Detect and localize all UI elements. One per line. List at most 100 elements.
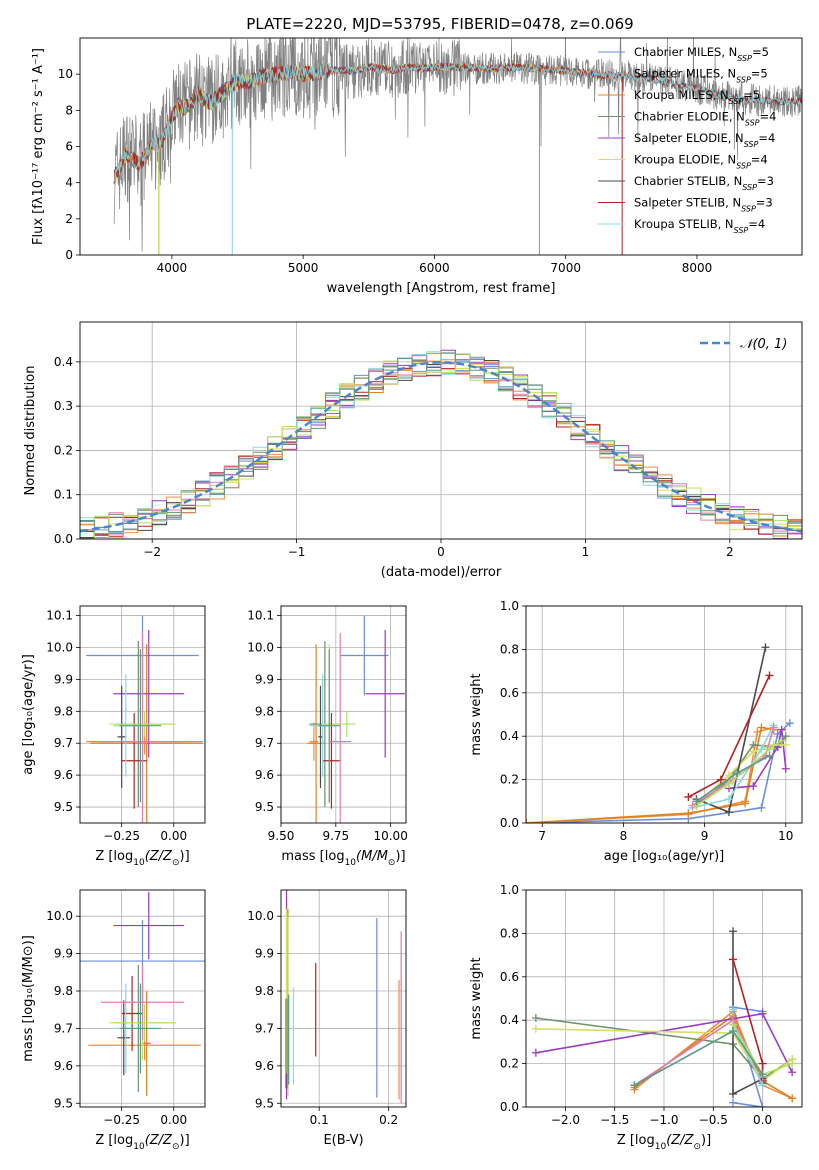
- y-tick-label: 9.8: [54, 704, 73, 718]
- legend-entry: Salpeter MILES, NSSP=5: [634, 67, 768, 85]
- legend-entry: Chabrier MILES, NSSP=5: [634, 45, 769, 63]
- y-tick-label: 0.4: [54, 355, 73, 369]
- weight-marker: [757, 723, 766, 732]
- weight-marker: [729, 1089, 737, 1098]
- weight-marker: [531, 1024, 540, 1033]
- y-tick-label: 0: [65, 248, 73, 262]
- x-tick-label: 5000: [288, 261, 319, 275]
- legend-entry: Chabrier ELODIE, NSSP=4: [634, 110, 776, 128]
- y-tick-label: 9.7: [255, 736, 274, 750]
- y-tick-label: 0.4: [500, 1013, 519, 1027]
- legend-entry: Chabrier STELIB, NSSP=3: [634, 174, 774, 192]
- axes-frame: [525, 889, 803, 1108]
- x-tick-label: 8000: [682, 261, 713, 275]
- axes-frame: [280, 605, 407, 824]
- weight-marker: [733, 769, 742, 778]
- weight-marker: [788, 1059, 797, 1068]
- y-tick-label: 9.8: [255, 984, 274, 998]
- x-tick-label: −0.25: [103, 1113, 140, 1127]
- x-tick-label: 7000: [550, 261, 581, 275]
- weight-marker: [769, 723, 778, 732]
- plot-area: [80, 349, 802, 539]
- y-tick-label: 2: [65, 212, 73, 226]
- y-tick-label: 10.1: [46, 609, 73, 623]
- y-tick-label: 0.2: [54, 443, 73, 457]
- y-tick-label: 9.6: [54, 768, 73, 782]
- weight-marker: [757, 745, 766, 754]
- y-tick-label: 9.5: [255, 1096, 274, 1110]
- x-tick-label: −1.5: [600, 1113, 629, 1127]
- y-tick-label: 0.0: [54, 532, 73, 546]
- legend-entry: Kroupa STELIB, NSSP=4: [634, 217, 765, 235]
- legend-entry: Salpeter ELODIE, NSSP=4: [634, 131, 775, 149]
- y-tick-label: 0.6: [500, 686, 519, 700]
- x-axis-label: E(B-V): [323, 1133, 363, 1148]
- x-tick-label: 9.75: [322, 829, 349, 843]
- x-tick-label: 0.00: [160, 829, 187, 843]
- plot-area: [113, 38, 802, 255]
- y-tick-label: 8: [65, 103, 73, 117]
- y-axis-label: mass [log₁₀(M/M⊙)]: [21, 935, 36, 1062]
- y-tick-label: 9.6: [54, 1059, 73, 1073]
- model-spectrum: [113, 62, 802, 182]
- y-tick-label: 9.8: [54, 984, 73, 998]
- chart-ebv-mass: 0.1 0.2 9.5 9.6 9.7 9.8 9.9 10.0 E(B-V): [247, 889, 407, 1148]
- x-tick-label: 8: [620, 829, 628, 843]
- weight-marker: [758, 1081, 767, 1090]
- normal-curve: [80, 361, 802, 533]
- x-tick-label: 0.0: [753, 1113, 772, 1127]
- chart-residuals: −2 −1 0 1 2 0.0 0.1 0.2 0.3 0.4 (data-model)/error…: [23, 321, 803, 580]
- y-tick-label: 1.0: [500, 883, 519, 897]
- x-tick-label: −0.25: [103, 829, 140, 843]
- chart-z-weight: −2.0 −1.5 −1.0 −0.5 0.0 0.0 0.2 0.4 0.6 0.8 1.0 Z […: [469, 883, 803, 1152]
- y-tick-label: 6: [65, 140, 73, 154]
- y-tick-label: 9.5: [54, 1096, 73, 1110]
- x-axis-label: (data-model)/error: [381, 565, 502, 580]
- y-tick-label: 9.7: [54, 736, 73, 750]
- y-tick-label: 9.9: [54, 947, 73, 961]
- axes-frame: [79, 37, 803, 256]
- weight-marker: [758, 1009, 767, 1018]
- weight-marker: [765, 751, 774, 760]
- weight-marker: [729, 927, 737, 936]
- weight-marker: [692, 797, 701, 806]
- y-tick-label: 0.1: [54, 488, 73, 502]
- y-tick-label: 9.6: [255, 768, 274, 782]
- legend-entry: Salpeter STELIB, NSSP=3: [634, 196, 773, 214]
- x-tick-label: 2: [726, 545, 734, 559]
- weight-marker: [757, 803, 766, 812]
- weight-marker: [724, 808, 733, 817]
- legend-entry: Kroupa ELODIE, NSSP=4: [634, 153, 768, 171]
- weight-marker: [729, 1005, 737, 1014]
- weight-marker: [716, 775, 725, 784]
- x-tick-label: −1: [288, 545, 306, 559]
- x-tick-label: 0.00: [160, 1113, 187, 1127]
- y-tick-label: 4: [65, 176, 73, 190]
- weight-marker: [758, 1059, 767, 1068]
- x-tick-label: 1: [582, 545, 590, 559]
- y-tick-label: 1.0: [500, 599, 519, 613]
- x-axis-label: mass [log10(M/M⊙)]: [281, 849, 405, 868]
- y-axis-label: mass weight: [469, 957, 484, 1039]
- weight-marker: [729, 1098, 737, 1107]
- legend-entry: Kroupa MILES, NSSP=5: [634, 88, 760, 106]
- weight-line: [535, 1028, 793, 1083]
- model-spectrum: [113, 62, 802, 179]
- x-tick-label: 0.2: [379, 1113, 398, 1127]
- weight-marker: [777, 736, 786, 745]
- weight-marker: [777, 725, 786, 734]
- weight-marker: [724, 779, 733, 788]
- legend: Chabrier MILES, NSSP=5 Salpeter MILES, NS…: [598, 45, 776, 235]
- weight-marker: [758, 1070, 767, 1079]
- y-tick-label: 9.5: [255, 800, 274, 814]
- weight-line: [691, 727, 775, 807]
- chart-spectrum: 4000 5000 6000 7000 8000 0 2 4 6 8 10 wavelength [A…: [31, 37, 803, 296]
- weight-marker: [531, 1048, 540, 1057]
- plot-area: [526, 643, 794, 823]
- y-tick-label: 0.3: [54, 399, 73, 413]
- x-tick-label: −2: [143, 545, 161, 559]
- y-tick-label: 0.8: [500, 642, 519, 656]
- plot-area: [80, 891, 205, 1096]
- y-tick-label: 10.1: [247, 609, 274, 623]
- x-tick-label: −2.0: [551, 1113, 580, 1127]
